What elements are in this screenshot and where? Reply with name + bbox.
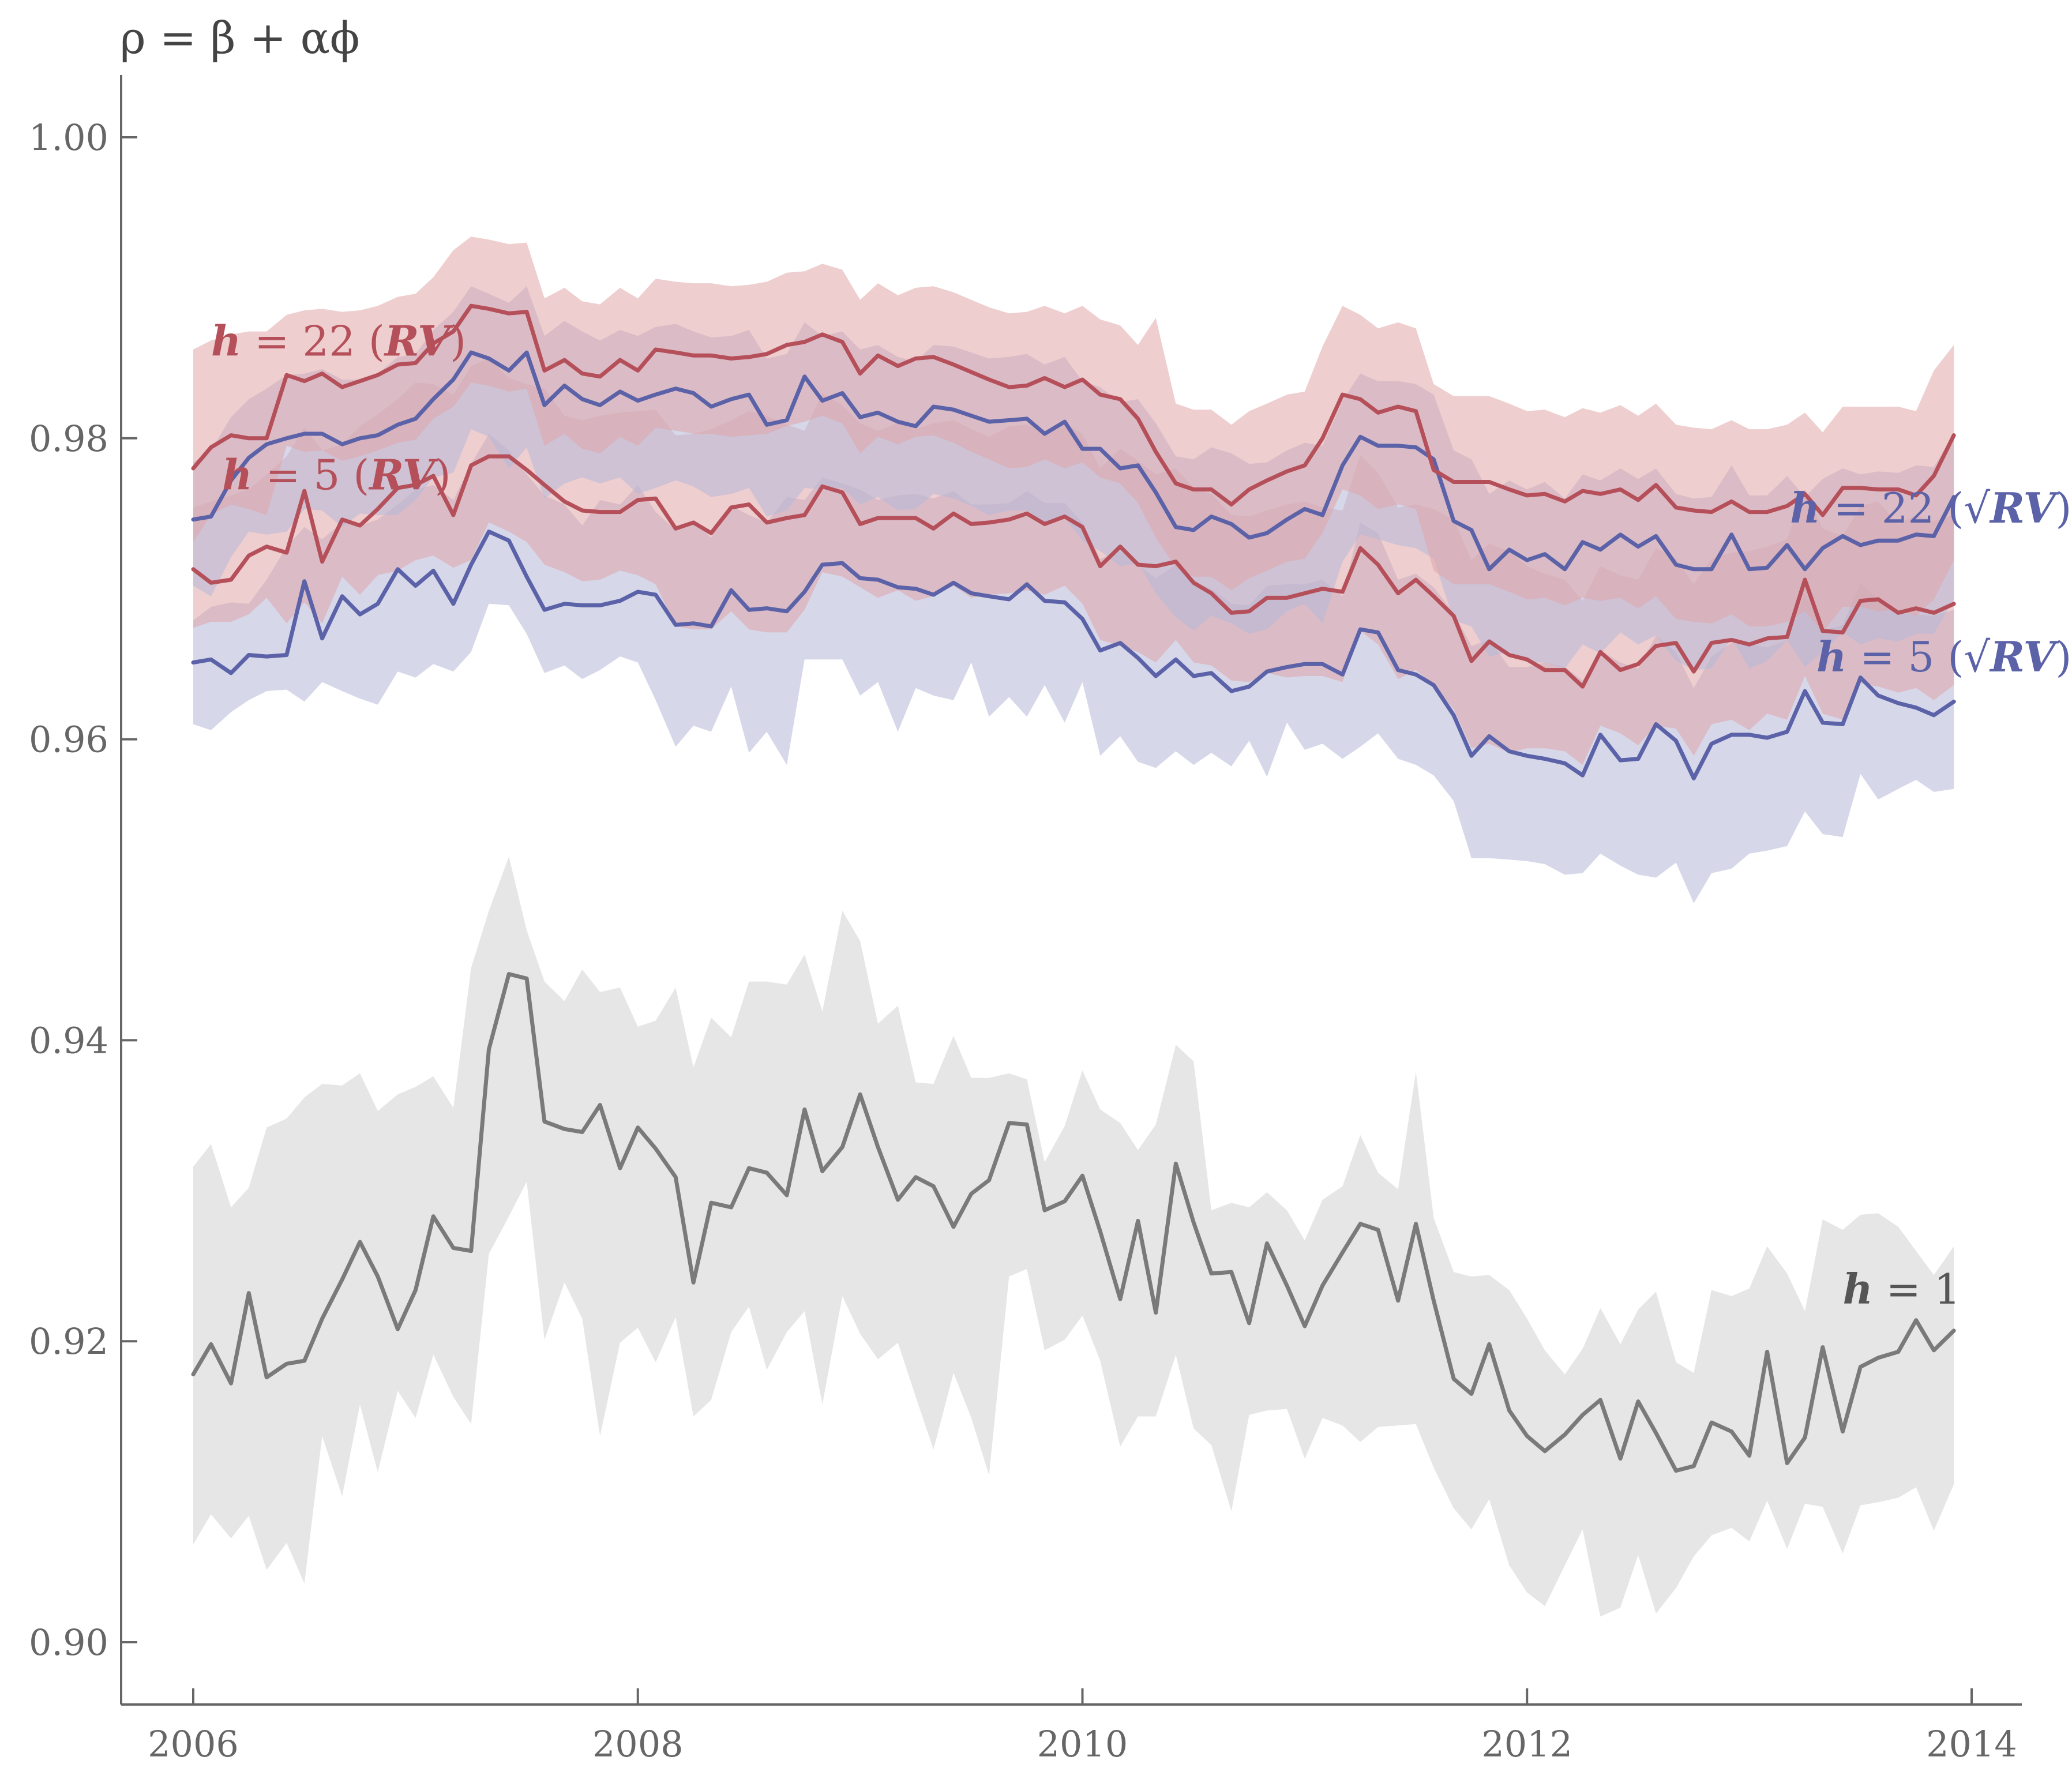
y-tick-label: 1.00: [29, 117, 108, 159]
confidence-bands: [193, 236, 1954, 1617]
series-label-mid: = 22 (: [241, 317, 385, 365]
series-line-h-5-rv-: [191, 530, 1956, 780]
series-label-core: RV: [384, 316, 453, 365]
x-tick-label: 2008: [592, 1723, 684, 1765]
series-label-core: RV: [1989, 632, 2059, 681]
series-labels: h = 22 (RV)h = 5 (RV)h = 22 (√RV)h = 5 (…: [211, 316, 2072, 1313]
x-tick-label: 2006: [148, 1723, 239, 1765]
series-label-suffix: ): [2055, 633, 2071, 681]
band-h-1: [193, 857, 1954, 1617]
series-line-h-5-rv-: [191, 454, 1956, 689]
series-label-h: h: [211, 316, 241, 365]
x-tick-label: 2010: [1037, 1723, 1128, 1765]
y-tick-label: 0.90: [29, 1621, 108, 1664]
series-label: h = 22 (RV): [211, 316, 466, 365]
series-label-mid: = 5 (√: [1846, 633, 1990, 681]
series-label-mid: = 1: [1873, 1265, 1961, 1313]
series-line-h-22-rv-: [191, 303, 1956, 517]
y-tick-label: 0.94: [29, 1019, 108, 1061]
series-label-mid: = 5 (: [252, 451, 369, 500]
x-tick-label: 2014: [1926, 1723, 2017, 1765]
series-label-suffix: ): [434, 451, 451, 500]
series-label: h = 5 (RV): [222, 450, 451, 500]
series-label-h: h: [222, 450, 252, 500]
series-label-suffix: ): [2055, 484, 2071, 532]
y-tick-label: 0.96: [29, 719, 108, 761]
y-tick-label: 0.98: [29, 418, 108, 460]
axis-ticks: 0.90 0.92 0.94 0.96 0.98 1.00 2006 2008 2010 2012…: [29, 117, 2017, 1765]
axes: [120, 75, 2022, 1706]
series-line-h-1: [191, 972, 1956, 1473]
series-line-h-22-rv-: [191, 350, 1956, 572]
series-label-h: h: [1842, 1264, 1872, 1313]
series-lines: [191, 303, 1956, 1473]
y-axis-title: ρ = β + αϕ: [120, 12, 360, 63]
y-tick-label: 0.92: [29, 1320, 108, 1362]
series-label-mid: = 22 (√: [1820, 484, 1991, 532]
series-label: h = 22 (√RV): [1790, 483, 2071, 532]
x-tick-label: 2012: [1481, 1723, 1572, 1765]
series-label-core: RV: [368, 450, 438, 500]
series-label: h = 1: [1842, 1264, 1960, 1313]
series-label-h: h: [1816, 632, 1846, 681]
series-label-core: RV: [1989, 483, 2059, 532]
series-label-suffix: ): [450, 317, 466, 365]
series-label-h: h: [1790, 483, 1820, 532]
series-label: h = 5 (√RV): [1816, 632, 2071, 681]
